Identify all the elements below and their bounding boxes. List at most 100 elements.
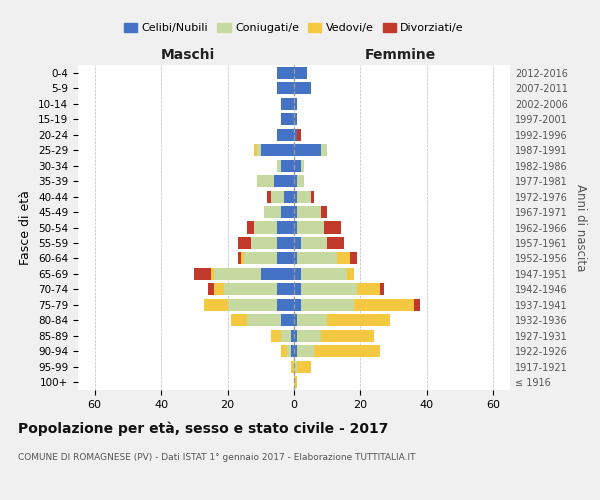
Bar: [238, 252, 241, 264]
Bar: [281, 160, 294, 172]
Bar: [277, 284, 294, 296]
Bar: [301, 284, 357, 296]
Bar: [298, 346, 314, 358]
Bar: [244, 252, 277, 264]
Bar: [294, 361, 298, 373]
Bar: [354, 299, 413, 311]
Bar: [294, 206, 298, 218]
Bar: [204, 299, 227, 311]
Bar: [294, 160, 301, 172]
Bar: [238, 237, 251, 249]
Bar: [301, 160, 304, 172]
Bar: [290, 346, 294, 358]
Bar: [281, 206, 294, 218]
Bar: [298, 252, 337, 264]
Bar: [327, 314, 391, 326]
Bar: [294, 314, 298, 326]
Bar: [261, 268, 294, 280]
Bar: [294, 98, 298, 110]
Bar: [357, 284, 380, 296]
Bar: [214, 268, 261, 280]
Bar: [274, 175, 294, 187]
Bar: [294, 113, 298, 125]
Text: Popolazione per età, sesso e stato civile - 2017: Popolazione per età, sesso e stato civil…: [18, 421, 388, 436]
Bar: [301, 299, 354, 311]
Bar: [277, 82, 294, 94]
Bar: [264, 206, 281, 218]
Bar: [311, 190, 314, 202]
Bar: [294, 237, 301, 249]
Bar: [294, 66, 307, 79]
Bar: [380, 284, 384, 296]
Bar: [284, 190, 294, 202]
Bar: [281, 113, 294, 125]
Bar: [294, 128, 298, 140]
Bar: [277, 222, 294, 234]
Bar: [277, 237, 294, 249]
Bar: [294, 330, 298, 342]
Text: COMUNE DI ROMAGNESE (PV) - Dati ISTAT 1° gennaio 2017 - Elaborazione TUTTITALIA.: COMUNE DI ROMAGNESE (PV) - Dati ISTAT 1°…: [18, 453, 415, 462]
Bar: [290, 330, 294, 342]
Y-axis label: Fasce di età: Fasce di età: [19, 190, 32, 265]
Bar: [298, 314, 327, 326]
Bar: [294, 144, 320, 156]
Bar: [294, 190, 298, 202]
Bar: [337, 252, 350, 264]
Bar: [277, 252, 294, 264]
Bar: [320, 330, 374, 342]
Bar: [298, 128, 301, 140]
Bar: [301, 237, 327, 249]
Bar: [208, 284, 214, 296]
Bar: [298, 361, 311, 373]
Bar: [294, 346, 298, 358]
Bar: [301, 268, 347, 280]
Bar: [261, 144, 294, 156]
Bar: [277, 128, 294, 140]
Bar: [320, 206, 327, 218]
Y-axis label: Anni di nascita: Anni di nascita: [574, 184, 587, 271]
Bar: [294, 82, 311, 94]
Bar: [281, 314, 294, 326]
Bar: [298, 190, 311, 202]
Bar: [281, 98, 294, 110]
Bar: [281, 346, 287, 358]
Text: Maschi: Maschi: [161, 48, 215, 62]
Bar: [271, 330, 281, 342]
Bar: [281, 330, 290, 342]
Bar: [294, 222, 298, 234]
Bar: [271, 190, 284, 202]
Bar: [277, 299, 294, 311]
Legend: Celibi/Nubili, Coniugati/e, Vedovi/e, Divorziati/e: Celibi/Nubili, Coniugati/e, Vedovi/e, Di…: [119, 18, 469, 38]
Bar: [298, 206, 320, 218]
Bar: [247, 222, 254, 234]
Bar: [247, 314, 281, 326]
Bar: [327, 237, 344, 249]
Bar: [294, 268, 301, 280]
Bar: [298, 175, 304, 187]
Bar: [227, 299, 277, 311]
Bar: [287, 346, 290, 358]
Bar: [257, 144, 261, 156]
Bar: [268, 190, 271, 202]
Bar: [294, 252, 298, 264]
Bar: [254, 222, 277, 234]
Bar: [320, 144, 327, 156]
Bar: [294, 299, 301, 311]
Bar: [298, 222, 324, 234]
Bar: [257, 175, 274, 187]
Bar: [413, 299, 420, 311]
Bar: [231, 314, 247, 326]
Bar: [324, 222, 341, 234]
Bar: [251, 237, 277, 249]
Bar: [241, 252, 244, 264]
Bar: [347, 268, 354, 280]
Bar: [298, 330, 320, 342]
Bar: [277, 160, 281, 172]
Bar: [294, 175, 298, 187]
Bar: [294, 284, 301, 296]
Bar: [294, 376, 298, 388]
Bar: [194, 268, 211, 280]
Bar: [290, 361, 294, 373]
Bar: [214, 284, 224, 296]
Bar: [211, 268, 214, 280]
